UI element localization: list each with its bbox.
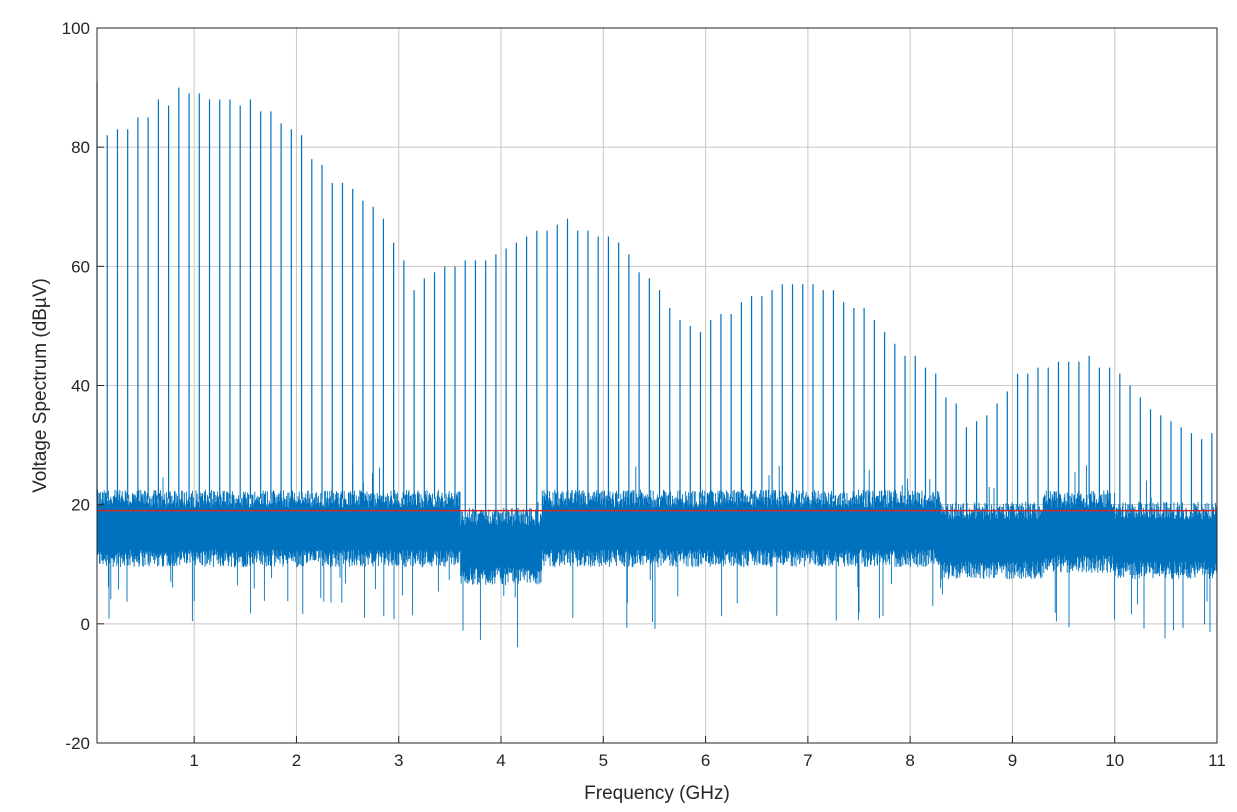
axes (96, 27, 1218, 744)
tick-labels: 1 2 3 4 5 6 7 8 9 10 11 -20 0 20 40 60 80 100 (62, 19, 1226, 770)
y-tick-label: 80 (71, 138, 90, 157)
x-axis-label: Frequency (GHz) (584, 783, 730, 804)
x-tick-label: 7 (803, 751, 812, 770)
x-tick-label: 8 (905, 751, 914, 770)
x-tick-label: 3 (394, 751, 403, 770)
grid (97, 27, 1218, 744)
x-tick-label: 6 (701, 751, 710, 770)
y-tick-label: 0 (81, 615, 90, 634)
x-tick-label: 10 (1105, 751, 1124, 770)
y-tick-label: 40 (71, 377, 90, 396)
y-tick-label: -20 (65, 734, 90, 753)
x-tick-label: 4 (496, 751, 505, 770)
x-tick-label: 5 (599, 751, 608, 770)
y-tick-label: 60 (71, 257, 90, 276)
x-tick-label: 2 (292, 751, 301, 770)
y-axis-label: Voltage Spectrum (dBµV) (30, 278, 51, 493)
harmonic-peaks (96, 81, 1213, 517)
y-tick-label: 100 (62, 19, 90, 38)
x-tick-label: 11 (1208, 751, 1226, 770)
x-tick-label: 9 (1008, 751, 1017, 770)
y-tick-label: 20 (71, 496, 90, 515)
x-tick-label: 1 (189, 751, 198, 770)
